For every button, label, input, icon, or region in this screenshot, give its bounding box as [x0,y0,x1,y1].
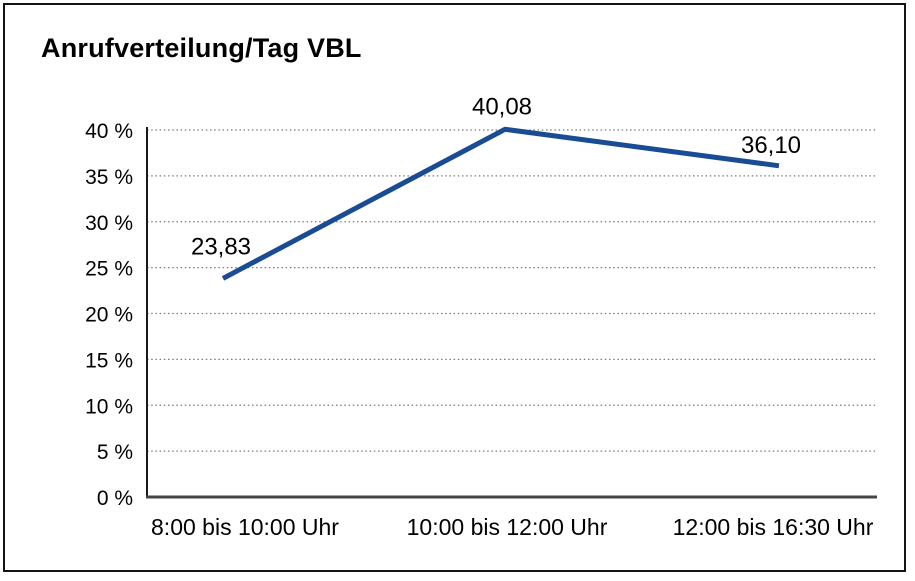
x-tick-label: 12:00 bis 16:30 Uhr [673,514,874,540]
y-tick-label: 35 % [85,166,133,189]
x-tick-label: 10:00 bis 12:00 Uhr [407,514,608,540]
chart-title: Anrufverteilung/Tag VBL [41,33,362,63]
y-tick-label: 30 % [85,212,133,235]
series-line [221,126,780,281]
y-tick-label: 40 % [85,120,133,143]
y-tick-label: 25 % [85,258,133,281]
data-label: 23,83 [191,233,251,260]
data-label: 40,08 [472,93,532,120]
x-tick-label: 8:00 bis 10:00 Uhr [151,514,339,540]
data-label: 36,10 [741,132,801,159]
y-tick-label: 15 % [85,349,133,372]
y-tick-label: 0 % [97,487,133,510]
line-chart: 0 % 5 % 10 % 15 % 20 % 25 % 30 % 35 % 40 % 8:00 b… [85,93,877,540]
y-tick-label: 20 % [85,304,133,327]
y-tick-label: 5 % [97,441,133,464]
chart-frame: Anrufverteilung/Tag VBL 0 % 5 % 10 % 15 % 20… [3,3,906,572]
y-tick-label: 10 % [85,395,133,418]
